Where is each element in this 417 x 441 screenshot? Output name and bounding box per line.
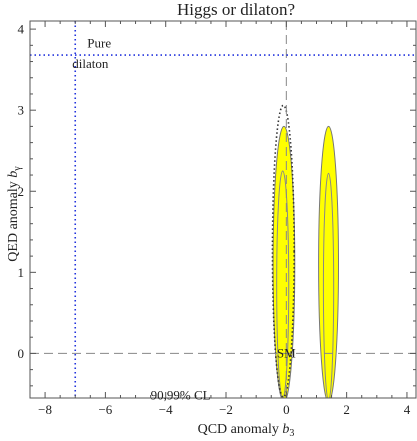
- y-tick-label: 0: [18, 346, 25, 361]
- x-tick-label: 4: [404, 402, 411, 417]
- x-tick-label: −6: [98, 402, 112, 417]
- confidence-region-2: [276, 170, 290, 398]
- annotation-sm: SM: [277, 345, 296, 360]
- x-tick-label: −2: [219, 402, 233, 417]
- plot-area: −8 −6 −4 −2 0 2 4 0 1 2 3 4 Pure dilaton SM 90,99% CL: [18, 20, 417, 417]
- x-tick-label: −4: [159, 402, 173, 417]
- confidence-region-5: [271, 104, 295, 398]
- y-axis-title: QED anomaly bγ: [6, 166, 23, 262]
- annotation-90-99-cl: 90,99% CL: [151, 388, 211, 403]
- confidence-region-3: [318, 125, 339, 398]
- confidence-region-4: [322, 172, 335, 398]
- annotation-dilaton: dilaton: [72, 56, 109, 71]
- x-tick-label: 0: [283, 402, 290, 417]
- chart-title: Higgs or dilaton?: [177, 0, 295, 19]
- y-tick-label: 4: [18, 22, 25, 37]
- x-tick-label: −8: [38, 402, 52, 417]
- x-tick-label: 2: [343, 402, 350, 417]
- y-tick-label: 2: [18, 184, 25, 199]
- y-tick-label: 1: [18, 265, 25, 280]
- y-tick-label: 3: [18, 103, 25, 118]
- plot-frame: [29, 20, 417, 399]
- annotation-pure: Pure: [87, 36, 111, 51]
- x-axis-title: QCD anomaly b3: [198, 422, 295, 439]
